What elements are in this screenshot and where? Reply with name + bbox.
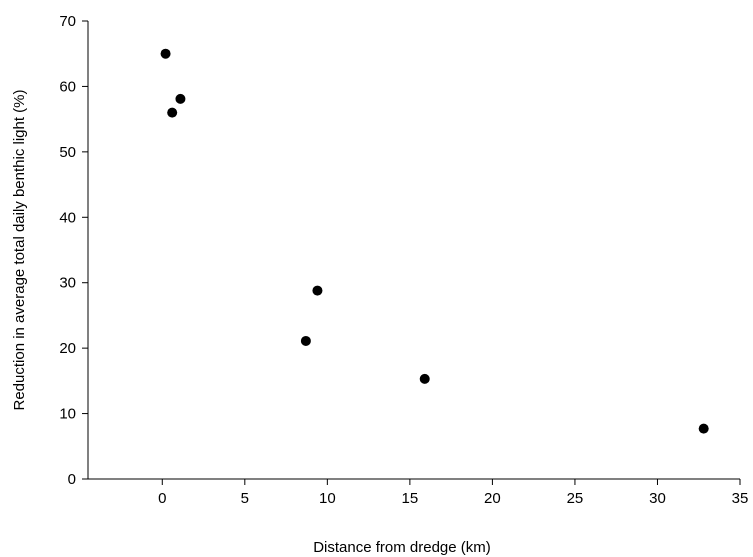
- x-axis-label: Distance from dredge (km): [313, 539, 491, 556]
- point: [167, 107, 178, 118]
- x-tick-label: 0: [158, 490, 166, 507]
- y-tick-label: 60: [59, 78, 76, 95]
- x-tick-label: 35: [732, 490, 749, 507]
- point: [300, 335, 311, 346]
- point: [175, 93, 186, 104]
- y-tick-label: 50: [59, 144, 76, 161]
- x-tick-label: 5: [241, 490, 249, 507]
- point: [312, 285, 323, 296]
- y-tick-label: 0: [68, 471, 76, 488]
- y-tick-label: 10: [59, 406, 76, 423]
- x-tick-label: 10: [319, 490, 336, 507]
- x-tick-label: 25: [567, 490, 584, 507]
- y-tick-label: 20: [59, 340, 76, 357]
- x-tick-label: 15: [402, 490, 419, 507]
- point: [419, 373, 430, 384]
- y-tick-label: 70: [59, 13, 76, 30]
- y-tick-label: 40: [59, 209, 76, 226]
- x-tick-label: 30: [649, 490, 666, 507]
- x-tick-label: 20: [484, 490, 501, 507]
- y-tick-label: 30: [59, 275, 76, 292]
- point: [698, 423, 709, 434]
- point: [160, 48, 171, 59]
- y-axis-label: Reduction in average total daily benthic…: [11, 89, 28, 410]
